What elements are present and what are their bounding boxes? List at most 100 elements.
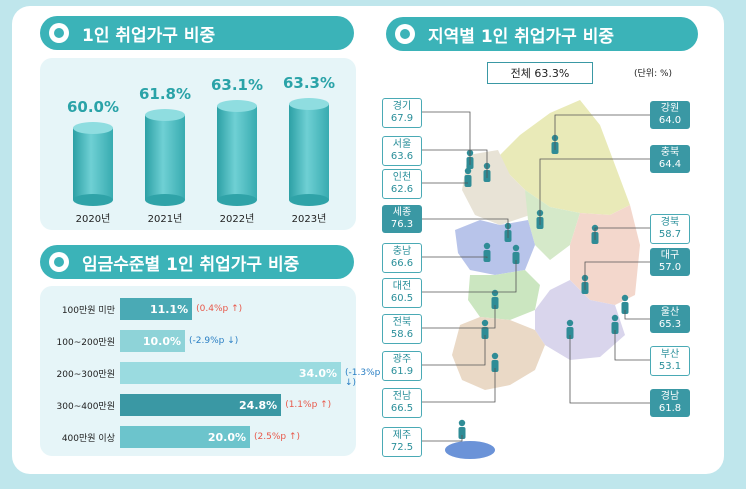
region-name: 전북 <box>392 317 412 328</box>
person-icon <box>566 319 574 339</box>
person-icon <box>491 352 499 372</box>
leader-line <box>624 310 650 320</box>
region-value: 60.5 <box>390 293 414 304</box>
annual-bar <box>289 98 329 206</box>
wage-change-label: (-2.9%p <box>189 336 225 346</box>
region-value: 65.3 <box>658 319 682 330</box>
region-label: 경기 67.9 <box>382 98 422 128</box>
arrow-up-icon: ↑) <box>228 304 243 314</box>
region-label: 서울 63.6 <box>382 136 422 166</box>
leader-line <box>422 149 488 178</box>
region-shape-gyeonggi <box>462 150 530 225</box>
leader-line <box>422 218 509 238</box>
annual-chart-panel: 60.0% 2020년 61.8% 2021년 63.1% 2022년 63.3% 2023년 <box>40 58 356 230</box>
arrow-down-icon: ↓) <box>345 378 357 388</box>
region-value: 61.9 <box>390 366 414 377</box>
wage-value-label: 20.0% <box>207 430 246 444</box>
region-name: 대구 <box>660 250 680 261</box>
wage-category-label: 300~400만원 <box>56 402 115 412</box>
region-label: 경북 58.7 <box>650 214 690 244</box>
wage-category-label: 400만원 이상 <box>61 434 115 444</box>
wage-bar: 24.8% <box>120 394 282 416</box>
region-shape-chungbuk <box>525 190 580 260</box>
region-value: 63.6 <box>390 151 414 162</box>
wage-category-label: 200~300만원 <box>56 370 115 380</box>
wage-value-label: 34.0% <box>298 366 337 380</box>
region-label: 광주 61.9 <box>382 351 422 381</box>
region-label: 충남 66.6 <box>382 243 422 273</box>
leader-line <box>594 227 650 240</box>
wage-category-label: 100~200만원 <box>56 338 115 348</box>
annual-year-label: 2023년 <box>291 214 327 225</box>
annual-value-label: 63.3% <box>282 74 336 93</box>
leader-line <box>422 305 496 329</box>
circle-bullet-icon <box>49 23 69 43</box>
leader-line <box>422 335 486 366</box>
person-icon <box>512 244 520 264</box>
wage-bar: 34.0% <box>120 362 341 384</box>
wage-value-label: 10.0% <box>142 334 181 348</box>
person-icon <box>491 289 499 309</box>
wage-change-label: (1.1%p <box>285 400 318 410</box>
region-name: 충남 <box>392 246 412 257</box>
title-pill-wage: 임금수준별 1인 취업가구 비중 <box>40 245 354 279</box>
leader-line <box>422 435 463 442</box>
region-name: 경북 <box>660 217 680 228</box>
region-label: 제주 72.5 <box>382 427 422 457</box>
total-badge: 전체 63.3% <box>487 62 593 84</box>
region-value: 57.0 <box>658 262 682 273</box>
wage-chart-panel: 100만원 미만 11.1% (0.4%p ↑) 100~200만원 10.0% (-2.… <box>40 286 380 456</box>
wage-value-label: 11.1% <box>149 302 189 316</box>
region-name: 세종 <box>392 207 412 218</box>
region-label: 경남 61.8 <box>650 389 690 417</box>
annual-value-label: 63.1% <box>210 75 264 94</box>
annual-year-label: 2022년 <box>219 214 255 225</box>
region-shape-gyeongnam <box>535 280 625 360</box>
wage-bar: 20.0% <box>120 426 250 448</box>
annual-year-label: 2020년 <box>75 214 111 225</box>
region-label: 울산 65.3 <box>650 305 690 333</box>
unit-label: (단위: %) <box>634 69 673 79</box>
annual-bar <box>217 99 257 207</box>
region-label: 부산 53.1 <box>650 346 690 376</box>
arrow-up-icon: ↑) <box>286 432 301 442</box>
title-pill-annual: 1인 취업가구 비중 <box>40 16 354 50</box>
region-value: 67.9 <box>390 113 414 124</box>
region-shape-gyeongbuk <box>570 205 640 305</box>
leader-line <box>422 111 471 165</box>
region-value: 61.8 <box>658 403 682 414</box>
wage-change: (-1.3%p ↓) <box>345 368 380 388</box>
region-name: 대전 <box>392 281 412 292</box>
region-name: 광주 <box>392 354 412 365</box>
annual-value-label: 60.0% <box>66 98 120 116</box>
region-label: 충북 64.4 <box>650 145 690 173</box>
circle-bullet-icon <box>49 252 69 272</box>
region-label: 세종 76.3 <box>382 205 422 233</box>
person-icon <box>464 167 472 187</box>
region-label: 전남 66.5 <box>382 388 422 418</box>
region-name: 경기 <box>392 101 412 112</box>
region-shape-jeonnam <box>452 317 545 390</box>
region-value: 58.6 <box>390 329 414 340</box>
wage-change: (-2.9%p ↓) <box>189 336 238 346</box>
annual-value-label: 61.8% <box>138 85 192 104</box>
region-name: 인천 <box>392 172 412 183</box>
annual-bar <box>73 122 113 206</box>
wage-change: (1.1%p ↑) <box>285 400 331 410</box>
region-name: 제주 <box>392 430 412 441</box>
region-value: 64.4 <box>658 159 682 170</box>
region-label: 전북 58.6 <box>382 314 422 344</box>
person-icon <box>483 242 491 262</box>
person-icon <box>458 419 466 439</box>
leader-line <box>554 114 650 150</box>
region-value: 62.6 <box>390 184 414 195</box>
region-label: 인천 62.6 <box>382 169 422 199</box>
region-label: 대전 60.5 <box>382 278 422 308</box>
region-name: 전남 <box>392 391 412 402</box>
leader-line <box>422 368 496 403</box>
region-name: 부산 <box>660 349 680 360</box>
wage-bar: 10.0% <box>120 330 185 352</box>
leader-line <box>422 260 517 293</box>
annual-bar <box>145 109 185 206</box>
